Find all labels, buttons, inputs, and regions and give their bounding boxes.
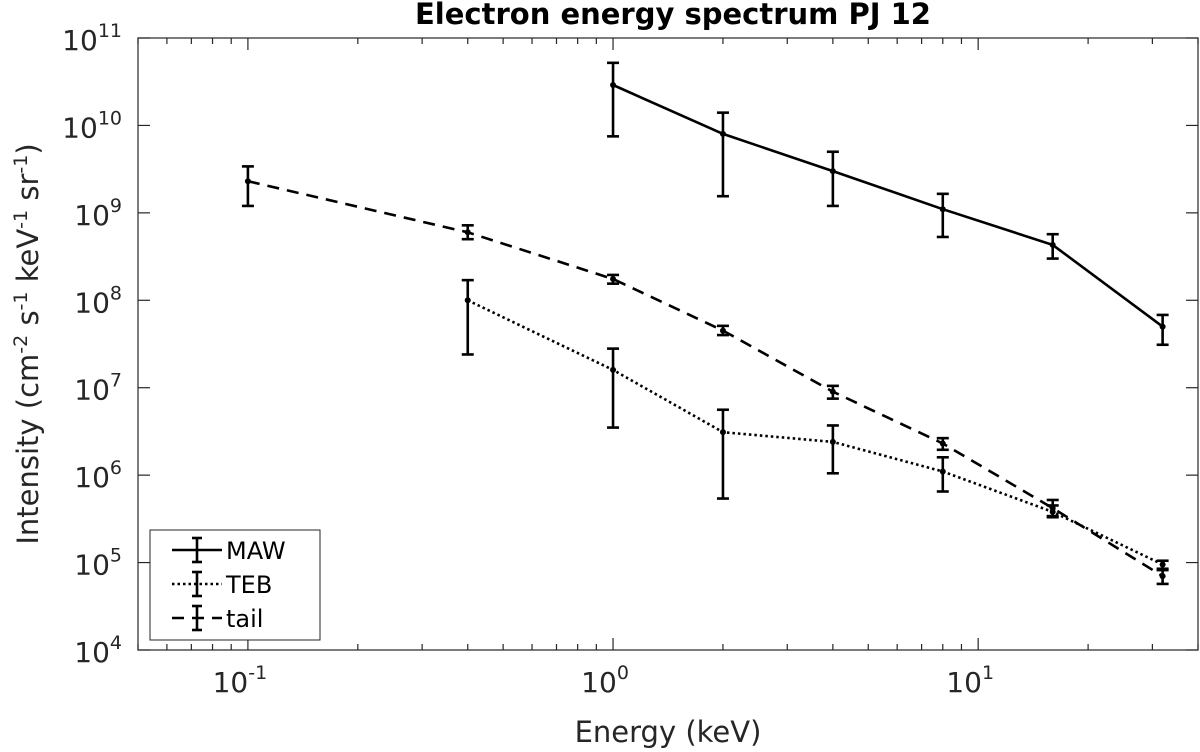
y-tick-label: 1010 <box>62 107 122 144</box>
data-point <box>719 429 726 436</box>
y-axis-label: Intensity (cm-2 s-1 keV-1 sr-1) <box>10 143 45 544</box>
data-point <box>1159 573 1166 580</box>
series-layer <box>241 61 1169 586</box>
x-tick-label: 10-1 <box>213 662 268 699</box>
series-teb <box>461 278 1169 571</box>
series-maw <box>607 61 1169 347</box>
legend-item: MAW <box>172 536 286 565</box>
data-point <box>719 327 726 334</box>
data-point <box>939 468 946 475</box>
x-axis-label: Energy (keV) <box>575 715 762 749</box>
data-point <box>610 366 617 373</box>
x-axis-ticks: 10-1 100 101 <box>137 38 1199 699</box>
data-point <box>610 82 617 89</box>
data-point <box>939 440 946 447</box>
data-point <box>719 130 726 137</box>
y-tick-label: 1011 <box>62 20 122 57</box>
y-tick-label: 107 <box>74 370 122 407</box>
data-point <box>1049 241 1056 248</box>
series-tail <box>241 165 1169 586</box>
series-line <box>247 179 1164 578</box>
legend-item: TEB <box>172 570 272 599</box>
y-tick-label: 105 <box>74 545 122 582</box>
chart-title: Electron energy spectrum PJ 12 <box>415 0 931 31</box>
legend-label: TEB <box>225 571 272 599</box>
data-point <box>829 168 836 175</box>
data-point <box>464 229 471 236</box>
data-point <box>1159 323 1166 330</box>
legend: MAW TEB tail <box>149 529 321 641</box>
data-point <box>244 178 251 185</box>
y-axis-ticks: 104 105 106 107 108 109 1010 1011 <box>62 20 1198 669</box>
y-tick-label: 108 <box>74 282 122 319</box>
y-tick-label: 104 <box>74 632 122 669</box>
y-tick-label: 109 <box>74 195 122 232</box>
legend-item: tail <box>172 604 263 633</box>
y-tick-label: 106 <box>74 457 122 494</box>
data-point <box>1049 505 1056 512</box>
data-point <box>610 276 617 283</box>
legend-label: tail <box>226 605 263 633</box>
data-point <box>939 206 946 213</box>
x-tick-label: 100 <box>581 662 629 699</box>
data-point <box>1159 561 1166 568</box>
series-line <box>612 83 1164 328</box>
x-tick-label: 101 <box>946 662 994 699</box>
data-point <box>829 388 836 395</box>
data-point <box>464 297 471 304</box>
data-point <box>829 438 836 445</box>
legend-label: MAW <box>226 537 286 565</box>
